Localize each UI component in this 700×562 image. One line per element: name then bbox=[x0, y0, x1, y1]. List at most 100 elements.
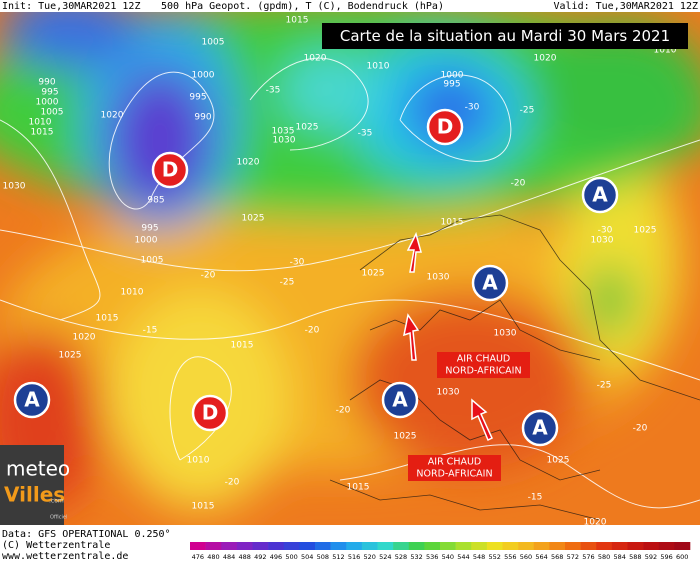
pressure-centers: D D D A A A A A bbox=[13, 108, 619, 447]
low-marker bbox=[151, 151, 189, 189]
colorbar-label: 576 bbox=[582, 553, 594, 561]
colorbar-swatch bbox=[627, 542, 644, 550]
isobar-label: 990 bbox=[194, 113, 211, 123]
colorbar-label: 484 bbox=[223, 553, 235, 561]
annotation-text: AIR CHAUD bbox=[457, 354, 510, 365]
temperature-label: -20 bbox=[511, 179, 526, 189]
colorbar-label: 516 bbox=[348, 553, 360, 561]
center-letter: A bbox=[392, 388, 408, 412]
temperature-label: -20 bbox=[336, 406, 351, 416]
annotation-text: NORD-AFRICAIN bbox=[416, 469, 492, 480]
colorbar-swatch bbox=[596, 542, 613, 550]
colorbar-swatch bbox=[221, 542, 238, 550]
colorbar-label: 600 bbox=[676, 553, 688, 561]
logo: meteo Villes .com Officiel bbox=[0, 445, 70, 525]
colorbar-swatch bbox=[377, 542, 394, 550]
colorbar-swatch bbox=[611, 542, 628, 550]
isobar-label: 1010 bbox=[367, 62, 390, 72]
colorbar-swatch bbox=[565, 542, 581, 550]
arrows bbox=[403, 231, 493, 442]
high-marker bbox=[381, 381, 419, 419]
center-letter: A bbox=[482, 271, 498, 295]
colorbar-swatch bbox=[674, 542, 691, 550]
isobar-label: 1030 bbox=[494, 329, 517, 339]
colorbar-label: 572 bbox=[567, 553, 579, 561]
colorbar-label: 560 bbox=[520, 553, 532, 561]
colorbar-label: 592 bbox=[645, 553, 657, 561]
colorbar-label: 528 bbox=[395, 553, 407, 561]
colorbar-swatch bbox=[502, 542, 519, 550]
colorbar-label: 524 bbox=[379, 553, 391, 561]
colorbar-swatch bbox=[455, 542, 472, 550]
colorbar-swatch bbox=[330, 542, 347, 550]
isobar-label: 1025 bbox=[394, 432, 417, 442]
colorbar-swatch bbox=[533, 542, 550, 550]
temperature-label: -25 bbox=[280, 278, 295, 288]
colorbar-label: 520 bbox=[363, 553, 375, 561]
isobar-label: 1025 bbox=[634, 226, 657, 236]
colorbar-label: 580 bbox=[598, 553, 610, 561]
isobar-label: 1030 bbox=[273, 136, 296, 146]
footer-line: www.wetterzentrale.de bbox=[2, 551, 128, 562]
isobar-labels: 1005101510209909951000100510101015102010… bbox=[3, 16, 677, 528]
colorbar-label: 596 bbox=[660, 553, 672, 561]
isobar-label: 990 bbox=[38, 78, 55, 88]
temperature-label: -20 bbox=[225, 478, 240, 488]
center-letter: A bbox=[532, 416, 548, 440]
colorbar-label: 504 bbox=[301, 553, 313, 561]
isobar-label: 1015 bbox=[231, 341, 254, 351]
temperature-label: -35 bbox=[358, 129, 373, 139]
isobar-label: 995 bbox=[443, 80, 460, 90]
colorbar-label: 540 bbox=[442, 553, 454, 561]
colorbar-swatch bbox=[236, 542, 253, 550]
title-box bbox=[322, 23, 688, 49]
temperature-labels: -20 -15 -20 -25 -30 -20 -25 -30 -35 -20 -15 -20 -25 -… bbox=[143, 86, 648, 503]
isobar-label: 1015 bbox=[96, 314, 119, 324]
colorbar-label: 508 bbox=[317, 553, 329, 561]
isobar-label: 1020 bbox=[584, 518, 607, 528]
isobar-label: 1010 bbox=[121, 288, 144, 298]
colorbar-swatch bbox=[486, 542, 503, 550]
annotation-text: NORD-AFRICAIN bbox=[445, 366, 521, 377]
temperature-label: -20 bbox=[201, 271, 216, 281]
logo-name: Villes bbox=[4, 483, 65, 507]
isobar-label: 1015 bbox=[347, 483, 370, 493]
annotation-box bbox=[408, 455, 501, 481]
isobar-label: 1010 bbox=[29, 118, 52, 128]
annotation-box bbox=[437, 352, 530, 378]
temperature-label: -20 bbox=[633, 424, 648, 434]
center-letter: D bbox=[202, 401, 219, 425]
isobar-label: 1015 bbox=[286, 16, 309, 26]
colorbar-label: 488 bbox=[238, 553, 250, 561]
high-marker bbox=[521, 409, 559, 447]
colorbar-label: 556 bbox=[504, 553, 516, 561]
isobar-label: 1030 bbox=[3, 182, 26, 192]
isobar-label: 1030 bbox=[591, 236, 614, 246]
isobar-label: 1015 bbox=[31, 128, 54, 138]
isobar-label: 985 bbox=[147, 196, 164, 206]
colorbar-label: 536 bbox=[426, 553, 438, 561]
isobar-label: 1000 bbox=[135, 236, 158, 246]
colorbar-swatch bbox=[424, 542, 441, 550]
footer: Data: GFS OPERATIONAL 0.250°(C) Wetterze… bbox=[2, 529, 171, 562]
colorbar-swatch bbox=[408, 542, 425, 550]
colorbar-swatch bbox=[393, 542, 410, 550]
colorbar-swatch bbox=[518, 542, 535, 550]
isobar-label: 1020 bbox=[237, 158, 260, 168]
low-marker bbox=[191, 394, 229, 432]
colorbar-label: 496 bbox=[270, 553, 282, 561]
isobar-label: 1035 bbox=[272, 127, 295, 137]
colorbar-swatch bbox=[315, 542, 331, 550]
center-letter: D bbox=[437, 115, 454, 139]
isobar-label: 995 bbox=[41, 88, 58, 98]
title: Carte de la situation au Mardi 30 Mars 2… bbox=[340, 27, 670, 45]
colorbar-label: 568 bbox=[551, 553, 563, 561]
logo-tag: Officiel bbox=[50, 515, 67, 521]
colorbar-swatch bbox=[440, 542, 456, 550]
isobar-label: 1020 bbox=[534, 54, 557, 64]
colorbar-swatch bbox=[252, 542, 269, 550]
logo-domain: .com bbox=[49, 498, 64, 505]
temperature-label: -25 bbox=[520, 106, 535, 116]
map-field bbox=[0, 12, 700, 525]
